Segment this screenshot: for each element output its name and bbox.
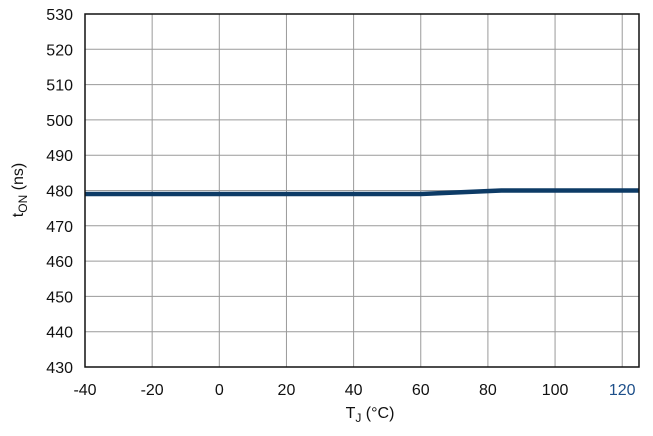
plot-frame (84, 13, 640, 368)
y-tick-label: 440 (46, 325, 73, 342)
y-tick-label: 470 (46, 219, 73, 236)
x-tick-label: 0 (215, 382, 224, 399)
y-axis-title-unit: (ns) (10, 163, 27, 195)
y-tick-label: 460 (46, 254, 73, 271)
x-tick-label: 40 (345, 382, 363, 399)
y-tick-label: 510 (46, 78, 73, 95)
x-tick-label: 100 (542, 382, 569, 399)
x-tick-label: -40 (73, 382, 96, 399)
x-tick-label: 120 (609, 382, 636, 399)
y-tick-label: 530 (46, 7, 73, 24)
series-layer (85, 188, 639, 197)
y-axis-title-main: t (10, 212, 27, 217)
y-axis-title-sub: ON (16, 195, 30, 213)
x-tick-label: -20 (141, 382, 164, 399)
x-axis-title: TJ (°C) (346, 405, 395, 425)
y-tick-label: 450 (46, 289, 73, 306)
x-tick-label: 80 (479, 382, 497, 399)
y-ticks-layer: 430 440 450 460 470 480 490 500 510 520 530 (46, 7, 73, 377)
x-axis-title-main: T (346, 405, 356, 422)
x-tick-label: 60 (412, 382, 430, 399)
series-line-1 (85, 188, 639, 197)
y-axis-title: tON (ns) (10, 163, 30, 217)
x-axis-title-unit: (°C) (361, 405, 394, 422)
x-tick-label: 20 (278, 382, 296, 399)
y-tick-label: 500 (46, 113, 73, 130)
y-tick-label: 520 (46, 42, 73, 59)
x-ticks-layer: -40 -20 0 20 40 60 80 100 120 (73, 382, 635, 399)
x-axis-title-sub: J (355, 411, 361, 425)
y-tick-label: 480 (46, 184, 73, 201)
y-tick-label: 490 (46, 148, 73, 165)
y-tick-label: 430 (46, 360, 73, 377)
